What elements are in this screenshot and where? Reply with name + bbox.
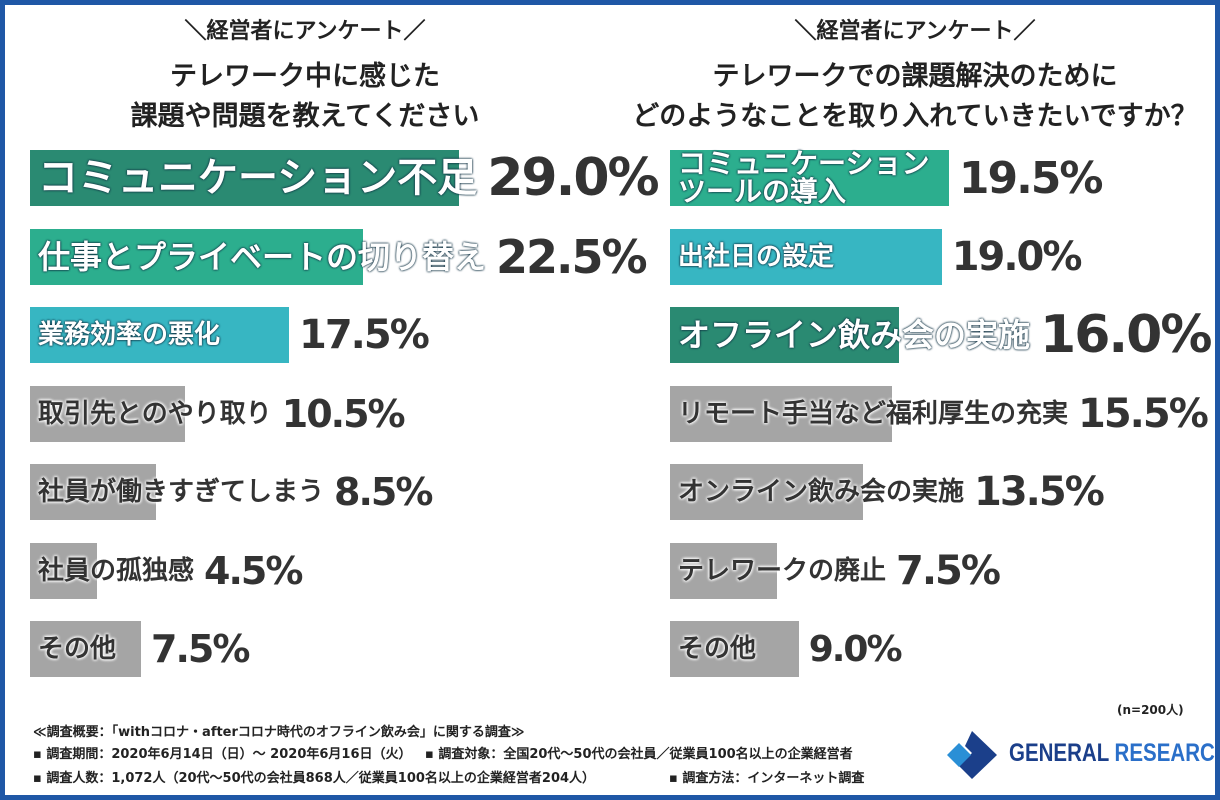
bar — [30, 228, 363, 285]
value-label: 9.0% — [808, 628, 903, 670]
category-label: 取引先とのやり取り — [38, 398, 272, 429]
category-label: リモート手当など福利厚生の充実 — [678, 398, 1069, 429]
value-label: 15.5% — [1078, 390, 1209, 437]
bar — [670, 542, 778, 599]
value-label: 13.5% — [974, 469, 1105, 515]
bar — [670, 464, 864, 520]
value-label: 22.5% — [496, 229, 648, 284]
logo-word: GENERAL — [1009, 739, 1109, 767]
logo-text: GENERAL RESEARCH — [1009, 739, 1220, 768]
bar — [670, 228, 942, 285]
category-label: 出社日の設定 — [678, 241, 835, 272]
value-label: 10.5% — [281, 391, 406, 436]
value-label: 17.5% — [299, 312, 430, 358]
bar-row: リモート手当など福利厚生の充実 15.5% — [670, 385, 1209, 442]
value-label: 4.5% — [204, 548, 303, 593]
note: ▪ 調査人数：1,072人（20代～50代の会社員868人／従業員100名以上の… — [33, 771, 596, 786]
note: ▪ 調査期間：2020年6月14日（日）～ 2020年6月16日（火） — [33, 747, 412, 762]
value-label: 19.5% — [958, 152, 1104, 204]
category-label: 業務効率の悪化 — [38, 320, 221, 350]
bar — [30, 307, 289, 363]
category-label: 社員の孤独感 — [38, 555, 195, 586]
chart-title: テレワークでの課題解決のために どのようなことを取り入れていきたいですか？ — [632, 61, 1198, 132]
bar-row: 取引先とのやり取り 10.5% — [30, 385, 406, 442]
bar — [30, 385, 186, 442]
bar — [30, 621, 141, 677]
bar-row: コミュニケーション ツールの導入 19.5% — [670, 147, 1104, 208]
sample-size: (n=200人) — [1117, 703, 1184, 717]
bar — [30, 464, 156, 520]
bar — [670, 385, 892, 442]
bar-row: オンライン飲み会の実施 13.5% — [670, 464, 1105, 520]
bar-row: 社員が働きすぎてしまう 8.5% — [30, 464, 433, 520]
bar — [670, 150, 949, 206]
category-label: オンライン飲み会の実施 — [678, 477, 965, 507]
bar-row: 業務効率の悪化 17.5% — [30, 307, 430, 363]
note: ≪調査概要：「withコロナ・afterコロナ時代のオフライン飲み会」に関する調… — [33, 725, 525, 740]
bar — [670, 621, 799, 677]
note: ▪ 調査対象：全国20代～50代の会社員／従業員100名以上の企業経営者 — [425, 747, 853, 762]
category-label: その他 — [38, 634, 117, 664]
bar-row: その他 9.0% — [670, 621, 903, 677]
bar-row: 社員の孤独感 4.5% — [30, 542, 303, 599]
bar-row: テレワークの廃止 7.5% — [670, 542, 1001, 599]
value-label: 7.5% — [896, 547, 1001, 594]
value-label: 19.0% — [951, 233, 1083, 280]
chart-header: ＼経営者にアンケート／ — [184, 19, 426, 44]
bar — [30, 150, 460, 206]
category-label: 社員が働きすぎてしまう — [38, 477, 325, 507]
logo-word: RESEARCH — [1114, 739, 1220, 767]
logo-mark — [947, 731, 997, 779]
value-label: 29.0% — [487, 148, 659, 208]
bar — [670, 307, 899, 363]
bar — [30, 542, 97, 599]
bar-row: コミュニケーション不足 29.0% — [30, 148, 660, 208]
bar-row: オフライン飲み会の実施 16.0% — [670, 305, 1212, 365]
category-label: その他 — [678, 634, 757, 664]
chart-header: ＼経営者にアンケート／ — [794, 19, 1036, 44]
bar-row: 仕事とプライベートの切り替え 22.5% — [30, 228, 648, 285]
category-label: 仕事とプライベートの切り替え — [38, 237, 487, 276]
category-label: テレワークの廃止 — [678, 555, 887, 586]
chart-title: テレワーク中に感じた 課題や問題を教えてください — [130, 61, 480, 132]
category-label: コミュニケーション ツールの導入 — [678, 147, 930, 208]
note: ▪ 調査方法：インターネット調査 — [669, 771, 865, 786]
category-label: コミュニケーション不足 — [38, 155, 478, 201]
bar-row: その他 7.5% — [30, 621, 250, 677]
category-label: オフライン飲み会の実施 — [678, 316, 1031, 354]
value-label: 16.0% — [1040, 305, 1212, 365]
value-label: 8.5% — [334, 470, 433, 514]
bar-row: 出社日の設定 19.0% — [670, 228, 1083, 285]
value-label: 7.5% — [151, 627, 250, 671]
